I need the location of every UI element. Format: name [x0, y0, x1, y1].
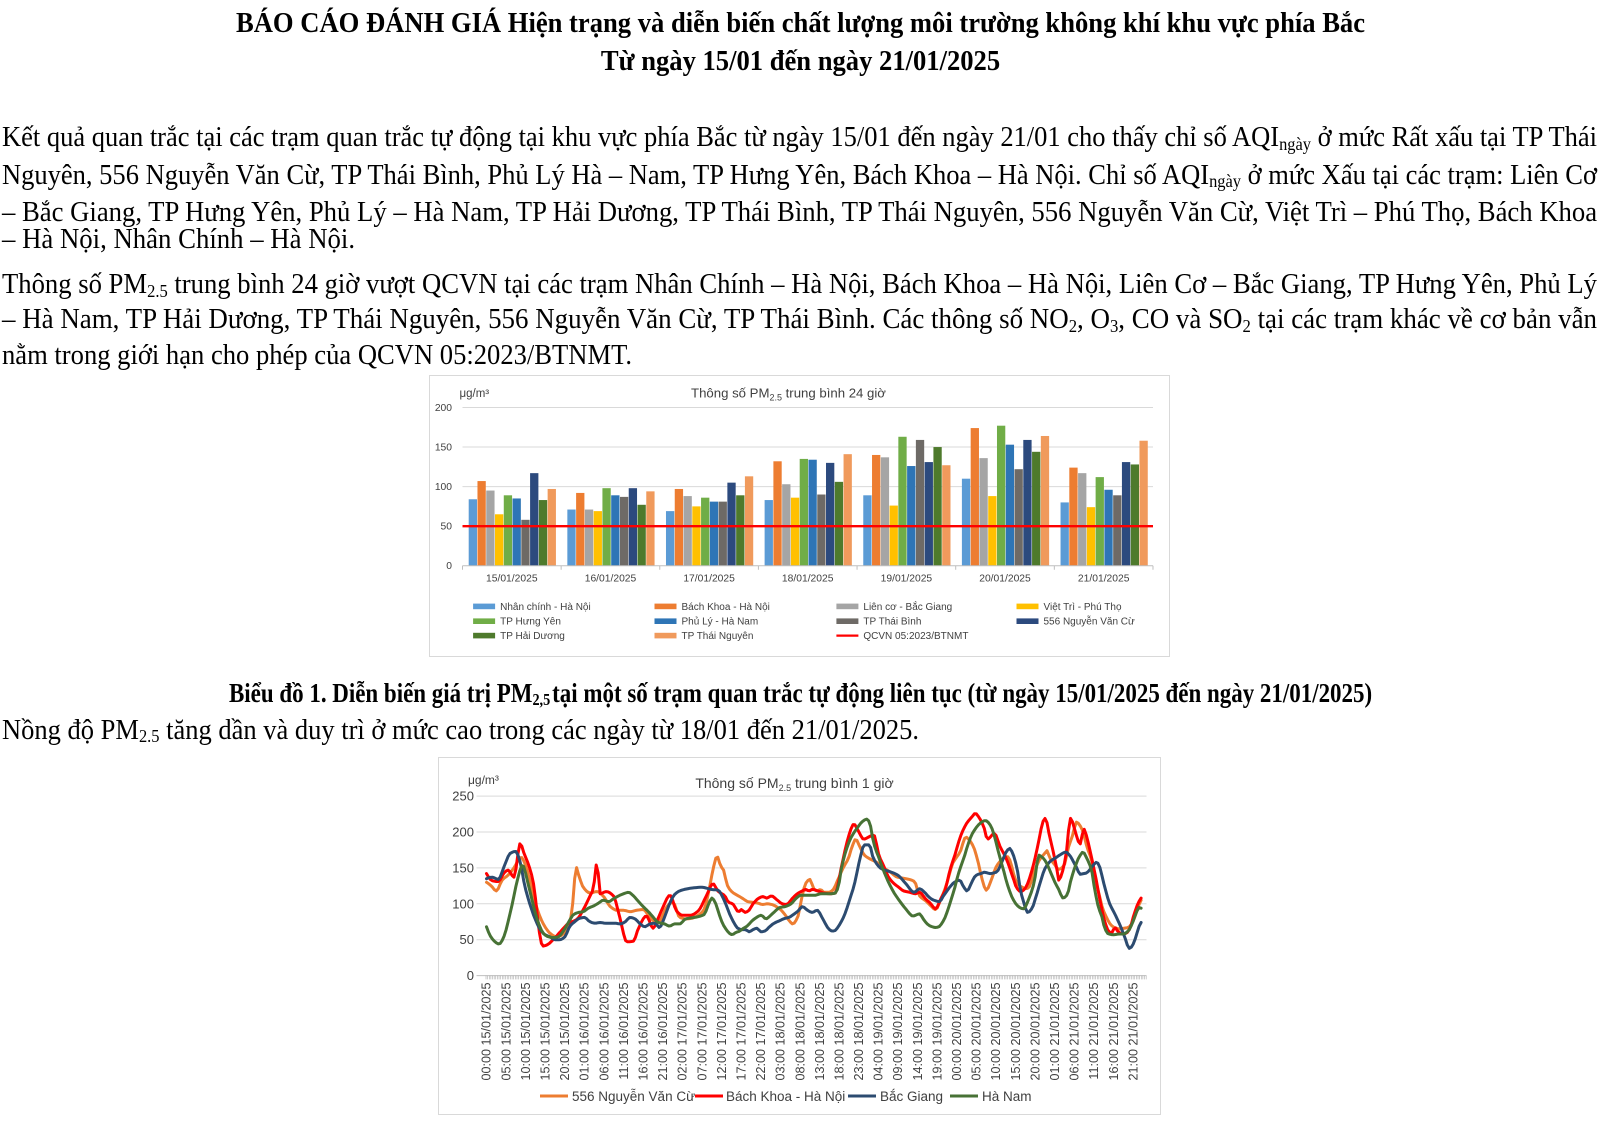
- svg-text:15:00 20/01/2025: 15:00 20/01/2025: [1009, 983, 1023, 1081]
- svg-text:200: 200: [435, 403, 452, 414]
- svg-text:17/01/2025: 17/01/2025: [683, 574, 735, 585]
- svg-text:00:00 15/01/2025: 00:00 15/01/2025: [480, 983, 494, 1081]
- svg-text:15/01/2025: 15/01/2025: [486, 574, 538, 585]
- svg-text:Bắc Giang: Bắc Giang: [880, 1089, 943, 1104]
- svg-text:13:00 18/01/2025: 13:00 18/01/2025: [813, 983, 827, 1081]
- svg-text:09:00 19/01/2025: 09:00 19/01/2025: [891, 983, 905, 1081]
- svg-text:0: 0: [467, 968, 474, 983]
- svg-text:16:00 16/01/2025: 16:00 16/01/2025: [637, 983, 651, 1081]
- svg-text:Thông số PM2.5 trung bình 1 gi: Thông số PM2.5 trung bình 1 giờ: [695, 775, 893, 793]
- svg-text:22:00 17/01/2025: 22:00 17/01/2025: [754, 983, 768, 1081]
- svg-text:10:00 15/01/2025: 10:00 15/01/2025: [519, 983, 533, 1081]
- svg-text:0: 0: [446, 561, 452, 572]
- svg-text:μg/m³: μg/m³: [468, 773, 499, 787]
- svg-text:03:00 18/01/2025: 03:00 18/01/2025: [774, 983, 788, 1081]
- svg-text:Bách Khoa - Hà Nội: Bách Khoa - Hà Nội: [726, 1089, 845, 1104]
- svg-text:150: 150: [435, 443, 452, 454]
- svg-text:04:00 19/01/2025: 04:00 19/01/2025: [872, 983, 886, 1081]
- svg-text:TP Thái Nguyên: TP Thái Nguyên: [682, 631, 754, 642]
- svg-text:100: 100: [452, 896, 474, 911]
- svg-text:16/01/2025: 16/01/2025: [585, 574, 637, 585]
- svg-text:150: 150: [452, 860, 474, 875]
- svg-text:QCVN 05:2023/BTNMT: QCVN 05:2023/BTNMT: [863, 631, 968, 642]
- svg-text:17:00 17/01/2025: 17:00 17/01/2025: [735, 983, 749, 1081]
- svg-text:Liên cơ - Bắc Giang: Liên cơ - Bắc Giang: [863, 600, 952, 613]
- svg-text:10:00 20/01/2025: 10:00 20/01/2025: [989, 983, 1003, 1081]
- svg-text:21:00 21/01/2025: 21:00 21/01/2025: [1126, 983, 1140, 1081]
- svg-text:Phủ Lý - Hà Nam: Phủ Lý - Hà Nam: [682, 616, 759, 628]
- svg-text:15:00 15/01/2025: 15:00 15/01/2025: [539, 983, 553, 1081]
- svg-text:TP Hải Dương: TP Hải Dương: [500, 631, 565, 642]
- svg-text:11:00 21/01/2025: 11:00 21/01/2025: [1087, 983, 1101, 1080]
- svg-text:556 Nguyễn Văn Cừ: 556 Nguyễn Văn Cừ: [1044, 615, 1136, 628]
- svg-text:19/01/2025: 19/01/2025: [881, 574, 933, 585]
- svg-text:23:00 18/01/2025: 23:00 18/01/2025: [852, 983, 866, 1081]
- svg-text:01:00 21/01/2025: 01:00 21/01/2025: [1048, 983, 1062, 1081]
- svg-text:Nhân chính - Hà Nội: Nhân chính - Hà Nội: [500, 602, 591, 613]
- svg-text:21/01/2025: 21/01/2025: [1078, 574, 1130, 585]
- svg-text:20:00 15/01/2025: 20:00 15/01/2025: [558, 983, 572, 1081]
- svg-text:50: 50: [441, 522, 453, 533]
- svg-text:12:00 17/01/2025: 12:00 17/01/2025: [715, 983, 729, 1081]
- svg-text:14:00 19/01/2025: 14:00 19/01/2025: [911, 983, 925, 1081]
- svg-text:100: 100: [435, 482, 452, 493]
- svg-text:05:00 15/01/2025: 05:00 15/01/2025: [499, 983, 513, 1081]
- svg-text:02:00 17/01/2025: 02:00 17/01/2025: [676, 983, 690, 1081]
- svg-text:18/01/2025: 18/01/2025: [782, 574, 834, 585]
- svg-text:11:00 16/01/2025: 11:00 16/01/2025: [617, 983, 631, 1080]
- svg-text:06:00 21/01/2025: 06:00 21/01/2025: [1068, 983, 1082, 1081]
- svg-text:01:00 16/01/2025: 01:00 16/01/2025: [578, 983, 592, 1081]
- svg-text:18:00 18/01/2025: 18:00 18/01/2025: [833, 983, 847, 1081]
- svg-text:08:00 18/01/2025: 08:00 18/01/2025: [793, 983, 807, 1081]
- svg-text:06:00 16/01/2025: 06:00 16/01/2025: [597, 983, 611, 1081]
- svg-text:200: 200: [452, 825, 474, 840]
- svg-text:Việt Trì - Phú Thọ: Việt Trì - Phú Thọ: [1044, 602, 1122, 613]
- svg-text:19:00 19/01/2025: 19:00 19/01/2025: [930, 983, 944, 1081]
- svg-text:07:00 17/01/2025: 07:00 17/01/2025: [695, 983, 709, 1081]
- svg-text:Thông số PM2.5 trung bình 24 g: Thông số PM2.5 trung bình 24 giờ: [691, 386, 886, 403]
- svg-text:556 Nguyễn Văn Cừ: 556 Nguyễn Văn Cừ: [572, 1089, 695, 1104]
- svg-text:00:00 20/01/2025: 00:00 20/01/2025: [950, 983, 964, 1081]
- svg-text:50: 50: [460, 932, 474, 947]
- svg-text:TP Hưng Yên: TP Hưng Yên: [500, 617, 561, 628]
- svg-text:Hà Nam: Hà Nam: [982, 1089, 1032, 1104]
- svg-text:250: 250: [452, 789, 474, 804]
- svg-text:Bách Khoa - Hà Nội: Bách Khoa - Hà Nội: [682, 602, 770, 613]
- svg-text:TP Thái Bình: TP Thái Bình: [863, 617, 921, 628]
- svg-text:16:00 21/01/2025: 16:00 21/01/2025: [1107, 983, 1121, 1081]
- svg-text:20/01/2025: 20/01/2025: [979, 574, 1031, 585]
- svg-text:21:00 16/01/2025: 21:00 16/01/2025: [656, 983, 670, 1081]
- svg-text:20:00 20/01/2025: 20:00 20/01/2025: [1028, 983, 1042, 1081]
- svg-text:05:00 20/01/2025: 05:00 20/01/2025: [970, 983, 984, 1081]
- svg-text:μg/m³: μg/m³: [460, 388, 490, 400]
